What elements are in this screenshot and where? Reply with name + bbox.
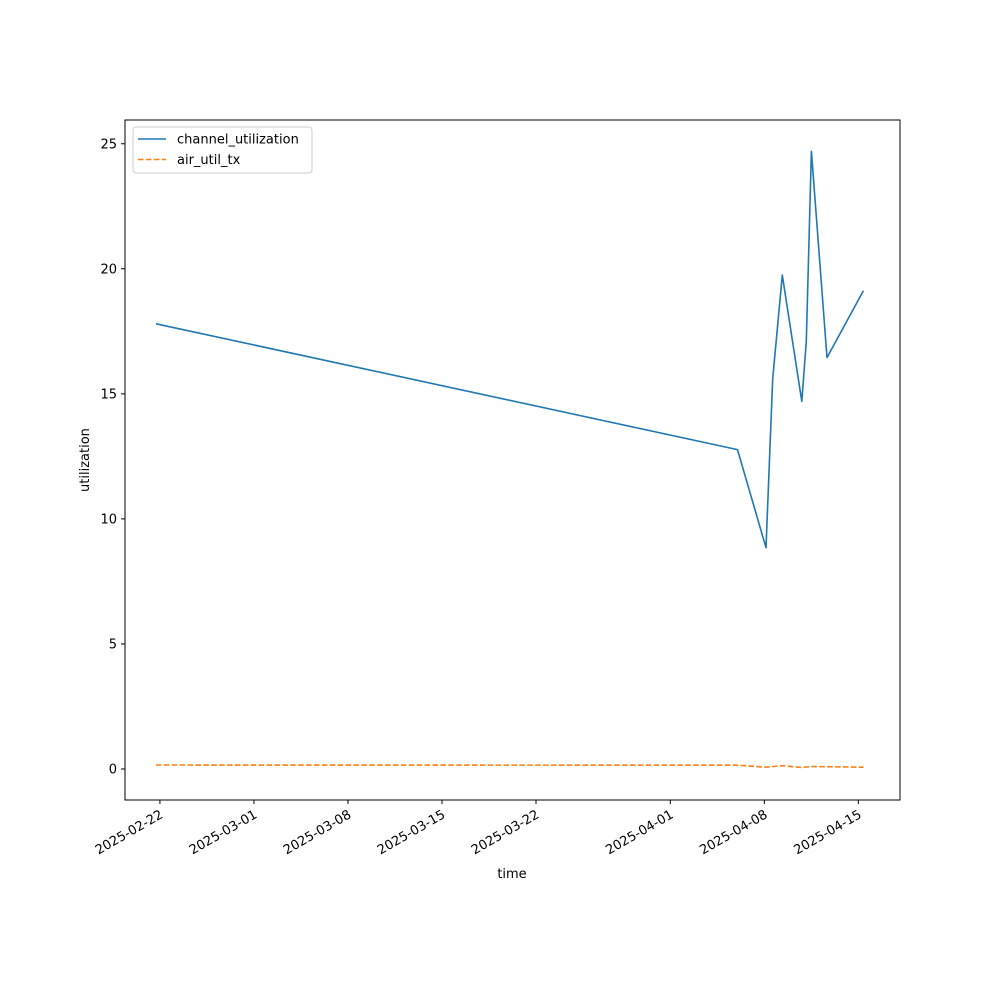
series-line-channel_utilization [155, 150, 865, 549]
y-tick-label: 15 [100, 387, 117, 402]
x-tick-label: 2025-04-01 [603, 807, 676, 858]
legend-box [132, 126, 313, 174]
x-tick-label: 2025-03-15 [375, 807, 448, 858]
series-layer [155, 150, 865, 769]
x-tick-label: 2025-03-08 [281, 807, 354, 858]
y-tick-label: 10 [100, 512, 117, 527]
legend-label-air_util_tx: air_util_tx [177, 153, 241, 168]
series-line-air_util_tx [155, 764, 864, 769]
y-tick-label: 20 [100, 262, 117, 277]
x-axis-label: time [497, 867, 526, 882]
plot-frame [124, 119, 901, 801]
x-axis: 2025-02-22 2025-03-01 2025-03-08 2025-03-15… [93, 800, 864, 858]
y-axis-label: utilization [78, 428, 93, 492]
x-tick-label: 2025-04-15 [791, 807, 864, 858]
y-tick-label: 5 [109, 637, 117, 652]
legend-label-channel_utilization: channel_utilization [177, 133, 299, 148]
x-tick-label: 2025-02-22 [93, 807, 166, 858]
x-tick-label: 2025-03-01 [187, 807, 260, 858]
y-tick-label: 25 [100, 137, 117, 152]
legend: channel_utilization air_util_tx [132, 126, 313, 174]
x-tick-label: 2025-03-22 [469, 807, 542, 858]
x-tick-label: 2025-04-08 [697, 807, 770, 858]
y-tick-label: 0 [109, 762, 117, 777]
y-axis: 0 5 10 15 20 25 [100, 137, 125, 777]
